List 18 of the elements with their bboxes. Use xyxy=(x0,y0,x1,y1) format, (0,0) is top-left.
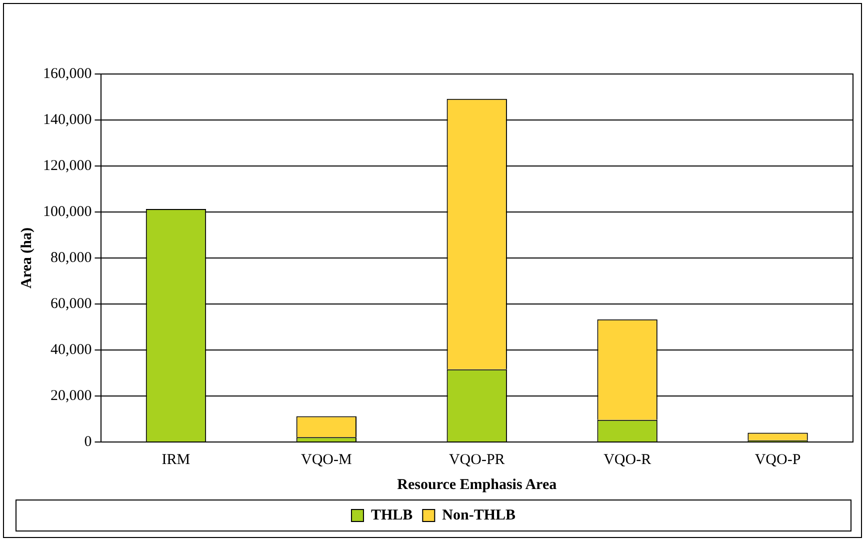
y-tick-label: 80,000 xyxy=(50,250,92,266)
legend-label: THLB xyxy=(370,507,413,524)
legend-label: Non-THLB xyxy=(442,507,516,524)
y-tick-label: 40,000 xyxy=(50,342,92,358)
y-axis-title: Area (ha) xyxy=(18,228,35,288)
y-tick-label: 120,000 xyxy=(43,158,92,174)
x-tick-label: IRM xyxy=(162,452,190,468)
x-tick-label: VQO-PR xyxy=(448,452,505,468)
y-tick-label: 0 xyxy=(84,434,92,450)
y-tick-label: 140,000 xyxy=(43,112,92,128)
x-tick-label: VQO-M xyxy=(301,452,352,468)
y-tick-label: 20,000 xyxy=(50,388,92,404)
y-tick-label: 160,000 xyxy=(43,66,92,82)
x-tick-label: VQO-P xyxy=(754,452,801,468)
x-tick-label: VQO-R xyxy=(604,452,652,468)
x-axis-title: Resource Emphasis Area xyxy=(397,476,558,493)
y-tick-label: 60,000 xyxy=(50,296,92,312)
y-tick-label: 100,000 xyxy=(43,204,92,220)
